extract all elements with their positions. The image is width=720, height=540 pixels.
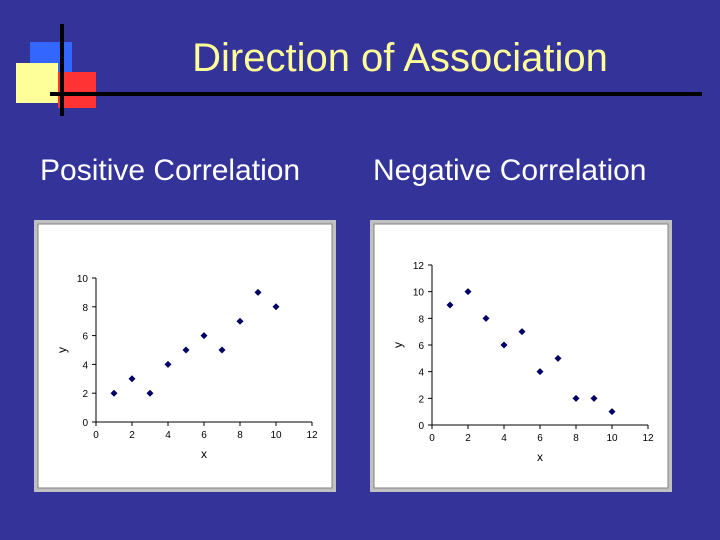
negative-x-tick-label: 8 (573, 433, 579, 444)
negative-y-axis-label: y (391, 342, 405, 348)
positive-data-point (110, 389, 118, 397)
positive-chart-area (37, 223, 333, 489)
negative-chart-panel: 0 2 4 6 8 10 12 0 2 4 6 8 10 12 x y (370, 220, 672, 492)
positive-scatter-chart: 0 2 4 6 8 10 0 2 4 6 8 10 12 x y (34, 220, 336, 492)
positive-x-tick-label: 2 (129, 430, 135, 441)
positive-data-point (164, 360, 172, 368)
negative-data-point (572, 394, 580, 402)
decor-horizontal-line (50, 92, 702, 96)
positive-y-tick-label: 8 (82, 303, 88, 314)
positive-x-tick-label: 10 (270, 430, 282, 441)
negative-x-tick-label: 6 (537, 433, 543, 444)
negative-chart-area (373, 223, 669, 489)
positive-data-point (236, 317, 244, 325)
negative-data-point (536, 368, 544, 376)
positive-x-tick-label: 12 (306, 430, 318, 441)
positive-chart-panel: 0 2 4 6 8 10 0 2 4 6 8 10 12 x y (34, 220, 336, 492)
positive-x-tick-label: 4 (165, 430, 171, 441)
positive-data-point (146, 389, 154, 397)
positive-x-axis-label: x (201, 447, 207, 461)
slide-title: Direction of Association (192, 36, 608, 80)
negative-data-point (482, 314, 490, 322)
negative-data-point (554, 354, 562, 362)
negative-x-axis-label: x (537, 450, 543, 464)
negative-data-point (500, 341, 508, 349)
negative-y-tick-label: 4 (418, 368, 424, 379)
positive-x-tick-label: 6 (201, 430, 207, 441)
heading-negative-correlation: Negative Correlation (373, 154, 647, 187)
negative-y-tick-label: 12 (413, 261, 425, 272)
negative-x-tick-label: 12 (642, 433, 654, 444)
decor-red-square (58, 72, 96, 108)
decor-vertical-line (60, 24, 64, 116)
positive-data-point (128, 375, 136, 383)
positive-data-point (182, 346, 190, 354)
negative-x-tick-label: 0 (429, 433, 435, 444)
negative-y-tick-label: 10 (413, 288, 425, 299)
negative-data-point (518, 328, 526, 336)
positive-y-tick-label: 10 (77, 274, 89, 285)
positive-y-tick-label: 0 (82, 418, 88, 429)
positive-x-tick-label: 0 (93, 430, 99, 441)
negative-x-tick-label: 10 (606, 433, 618, 444)
positive-y-tick-label: 2 (82, 389, 88, 400)
negative-x-tick-label: 4 (501, 433, 507, 444)
negative-y-tick-label: 8 (418, 314, 424, 325)
decor-yellow-square (16, 63, 58, 103)
negative-data-point (446, 301, 454, 309)
negative-data-point (590, 394, 598, 402)
negative-y-tick-label: 0 (418, 421, 424, 432)
positive-x-tick-label: 8 (237, 430, 243, 441)
negative-y-tick-label: 2 (418, 394, 424, 405)
positive-y-axis-label: y (55, 347, 69, 353)
negative-y-tick-label: 6 (418, 341, 424, 352)
positive-data-point (272, 303, 280, 311)
negative-data-point (464, 288, 472, 296)
heading-positive-correlation: Positive Correlation (40, 154, 301, 187)
positive-data-point (200, 332, 208, 340)
positive-y-tick-label: 4 (82, 360, 88, 371)
negative-x-tick-label: 2 (465, 433, 471, 444)
positive-y-tick-label: 6 (82, 332, 88, 343)
positive-data-point (254, 288, 262, 296)
positive-data-point (218, 346, 226, 354)
negative-data-point (608, 408, 616, 416)
negative-scatter-chart: 0 2 4 6 8 10 12 0 2 4 6 8 10 12 x y (370, 220, 672, 492)
